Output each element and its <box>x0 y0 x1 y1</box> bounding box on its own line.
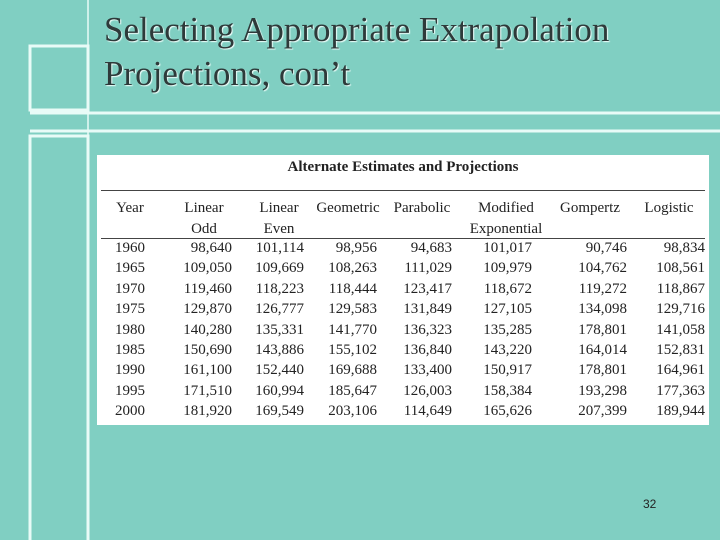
table-cell: 1985 <box>115 342 145 358</box>
table-cell: 127,105 <box>483 301 532 318</box>
table-cell: 155,102 <box>328 342 377 358</box>
table-cell: 119,272 <box>578 280 627 297</box>
table-cell: 111,029 <box>404 260 452 277</box>
table-cell: 141,058 <box>656 321 705 338</box>
table-cell: 152,440 <box>255 362 304 379</box>
table-cell: 98,640 <box>190 240 232 256</box>
table-cell: 118,867 <box>656 280 705 297</box>
table-title: Alternate Estimates and Projections <box>287 159 519 175</box>
table-cell: 109,050 <box>183 260 232 277</box>
table-cell: 171,510 <box>183 382 232 399</box>
table-cell: 119,460 <box>183 280 232 297</box>
table-cell: 181,920 <box>183 403 232 420</box>
table-cell: 152,831 <box>656 342 705 358</box>
table-cell: 165,626 <box>483 403 532 420</box>
slide-title: Selecting Appropriate Extrapolation Proj… <box>104 8 609 96</box>
table-cell: 135,285 <box>483 321 532 338</box>
table-cell: 108,561 <box>656 260 705 277</box>
table-cell: 150,917 <box>483 362 532 379</box>
table-cell: 1990 <box>115 362 145 379</box>
title-line: Projections, con’t <box>104 54 351 93</box>
table-cell: 109,669 <box>255 260 304 277</box>
title-line: Selecting Appropriate Extrapolation <box>104 10 610 49</box>
table-cell: 136,323 <box>403 321 452 338</box>
column-header: Parabolic <box>393 200 451 216</box>
table-cell: 164,014 <box>578 342 627 358</box>
table-cell: 1995 <box>115 382 145 399</box>
table-cell: 150,690 <box>183 342 232 358</box>
table-cell: 143,220 <box>483 342 532 358</box>
table-cell: 129,870 <box>183 301 232 318</box>
table-cell: 1970 <box>115 280 145 297</box>
table-cell: 143,886 <box>255 342 304 358</box>
table-cell: 104,762 <box>578 260 627 277</box>
column-header: Even <box>263 221 295 237</box>
table-cell: 161,100 <box>183 362 232 379</box>
table-cell: 2000 <box>115 403 145 420</box>
page-number: 32 <box>643 497 657 511</box>
table-cell: 164,961 <box>656 362 705 379</box>
table-cell: 118,444 <box>328 280 377 297</box>
table-cell: 94,683 <box>410 240 452 256</box>
table-cell: 108,263 <box>328 260 377 277</box>
table-cell: 101,114 <box>255 240 304 256</box>
table-cell: 129,716 <box>656 301 705 318</box>
table-rule <box>101 238 705 239</box>
table-cell: 1975 <box>115 301 145 318</box>
table-cell: 207,399 <box>578 403 627 420</box>
column-header: Linear <box>259 200 299 216</box>
table-cell: 134,098 <box>578 301 627 318</box>
table-cell: 185,647 <box>328 382 377 399</box>
table-cell: 101,017 <box>483 240 532 256</box>
table-cell: 126,003 <box>403 382 452 399</box>
table-cell: 178,801 <box>578 362 627 379</box>
table-cell: 118,223 <box>255 280 304 297</box>
table-rule <box>101 190 705 191</box>
table-cell: 135,331 <box>255 321 304 338</box>
table-cell: 131,849 <box>403 301 452 318</box>
table-cell: 129,583 <box>328 301 377 318</box>
column-header: Linear <box>184 200 224 216</box>
column-header: Odd <box>191 221 217 237</box>
table-cell: 1980 <box>115 321 145 338</box>
table-cell: 193,298 <box>578 382 627 399</box>
table-cell: 189,944 <box>656 403 705 420</box>
table-cell: 136,840 <box>403 342 452 358</box>
table: Alternate Estimates and Projections Year… <box>97 155 709 425</box>
table-cell: 98,956 <box>335 240 377 256</box>
column-header: Exponential <box>469 221 543 237</box>
column-header: Modified <box>478 200 534 216</box>
table-cell: 98,834 <box>663 240 705 256</box>
table-cell: 169,549 <box>255 403 304 420</box>
table-cell: 126,777 <box>255 301 304 318</box>
column-header: Geometric <box>316 200 380 216</box>
table-cell: 118,672 <box>483 280 532 297</box>
table-cell: 123,417 <box>403 280 452 297</box>
column-header: Year <box>116 200 144 216</box>
table-cell: 169,688 <box>328 362 377 379</box>
table-cell: 90,746 <box>585 240 627 256</box>
column-header: Gompertz <box>560 200 620 216</box>
table-cell: 178,801 <box>578 321 627 338</box>
table-cell: 114,649 <box>403 403 452 420</box>
table-cell: 160,994 <box>255 382 304 399</box>
table-cell: 1965 <box>115 260 145 277</box>
table-cell: 109,979 <box>483 260 532 277</box>
table-cell: 177,363 <box>656 382 705 399</box>
table-cell: 203,106 <box>328 403 377 420</box>
column-header: Logistic <box>644 200 694 216</box>
table-cell: 140,280 <box>183 321 232 338</box>
table-cell: 1960 <box>115 240 145 256</box>
table-cell: 133,400 <box>403 362 452 379</box>
table-cell: 141,770 <box>328 321 377 338</box>
table-cell: 158,384 <box>483 382 532 399</box>
